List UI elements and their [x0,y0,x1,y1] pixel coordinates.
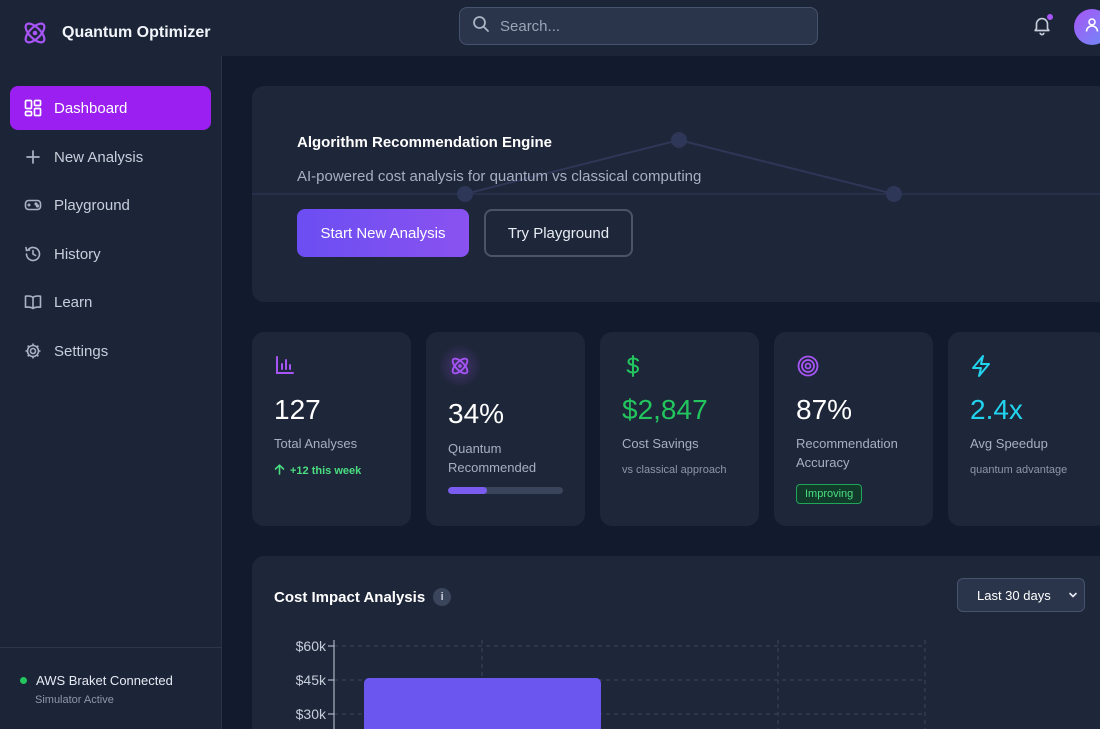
try-playground-button[interactable]: Try Playground [484,209,633,257]
stat-label: Avg Speedup [970,436,1048,451]
stat-card-total-analyses: 127 Total Analyses +12 this week [252,332,411,526]
sidebar-item-label: Playground [54,196,130,214]
hero-banner: Algorithm Recommendation Engine AI-power… [252,86,1100,302]
sidebar-item-label: Settings [54,342,109,360]
user-icon [1084,17,1100,38]
gamepad-icon [24,196,42,214]
quantum-progress-bar [448,487,563,494]
sidebar: Dashboard New Analysis Playground Histor… [0,56,222,729]
sidebar-item-label: New Analysis [54,148,144,166]
atom-logo-icon [20,18,50,48]
sidebar-item-new-analysis[interactable]: New Analysis [10,135,211,179]
top-bar: Quantum Optimizer [0,0,1100,56]
info-icon[interactable]: i [433,588,452,606]
app-title: Quantum Optimizer [62,24,211,41]
hero-title: Algorithm Recommendation Engine [297,134,553,151]
stat-card-cost-savings: $2,847 Cost Savings vs classical approac… [600,332,759,526]
notification-dot [1046,13,1054,21]
stat-note: vs classical approach [622,464,727,476]
sidebar-item-label: Dashboard [54,99,128,117]
search-bar[interactable] [459,7,818,45]
hero-subtitle: AI-powered cost analysis for quantum vs … [297,168,702,185]
stat-note: quantum advantage [970,464,1068,476]
stat-value: 127 [274,394,321,425]
bar-chart-icon [274,354,298,378]
cost-impact-chart: $60k $45k $30k [296,638,926,729]
y-tick-label: $45k [296,672,327,688]
sidebar-item-playground[interactable]: Playground [10,183,211,227]
atom-icon [448,354,472,378]
status-badge: Improving [796,484,863,504]
stat-value: $2,847 [622,394,708,425]
start-new-analysis-button[interactable]: Start New Analysis [297,209,469,257]
chart-bar[interactable] [364,678,601,729]
progress-fill [448,487,488,494]
stat-card-recommendation-accuracy: 87% Recommendation Accuracy Improving [774,332,933,526]
sidebar-item-settings[interactable]: Settings [10,329,211,373]
brand[interactable]: Quantum Optimizer [20,18,210,48]
target-icon [796,354,820,378]
sidebar-item-history[interactable]: History [10,232,211,276]
stat-label: Total Analyses [274,436,358,451]
date-range-value: Last 30 days [977,587,1051,603]
stat-value: 87% [796,394,853,425]
sidebar-item-learn[interactable]: Learn [10,280,211,324]
sidebar-item-label: Learn [54,293,93,311]
plus-icon [24,148,42,166]
stat-card-quantum-recommended: 34% Quantum Recommended [426,332,585,526]
stat-trend-label: +12 this week [290,465,362,477]
stat-label: Quantum Recommended [448,441,537,475]
book-icon [24,293,42,311]
chart-title-row: Cost Impact Analysis i [274,588,452,606]
connection-status: AWS Braket Connected Simulator Active [0,647,221,729]
sidebar-item-dashboard[interactable]: Dashboard [10,86,211,130]
date-range-select[interactable]: Last 30 days [957,578,1085,612]
bell-icon [1031,17,1053,40]
lightning-icon [970,354,994,378]
hero-network-decoration [252,132,1100,202]
stat-label: Recommendation Accuracy [796,436,898,470]
y-tick-label: $30k [296,706,327,722]
dollar-icon [622,354,646,378]
stat-trend: +12 this week [274,464,361,478]
history-icon [24,245,42,263]
arrow-up-icon [274,464,285,478]
stat-label: Cost Savings [622,436,699,451]
stat-card-avg-speedup: 2.4x Avg Speedup quantum advantage [948,332,1100,526]
chart-title: Cost Impact Analysis [274,588,426,606]
connection-sub: Simulator Active [35,694,114,706]
notifications-button[interactable] [1031,13,1055,40]
stat-value: 34% [448,398,505,429]
connection-label: AWS Braket Connected [36,673,173,688]
search-icon [472,15,490,38]
cost-impact-panel: $60k $45k $30k Cost Impact Analysis i Last… [252,556,1100,729]
y-tick-label: $60k [296,638,327,654]
search-input[interactable] [500,17,800,35]
status-dot-icon [20,677,27,684]
avatar[interactable] [1074,9,1100,45]
stat-value: 2.4x [970,394,1023,425]
gear-icon [24,342,42,360]
dashboard-icon [24,99,42,117]
chevron-down-icon [1068,588,1078,603]
connection-row: AWS Braket Connected [20,673,173,688]
sidebar-item-label: History [54,245,101,263]
